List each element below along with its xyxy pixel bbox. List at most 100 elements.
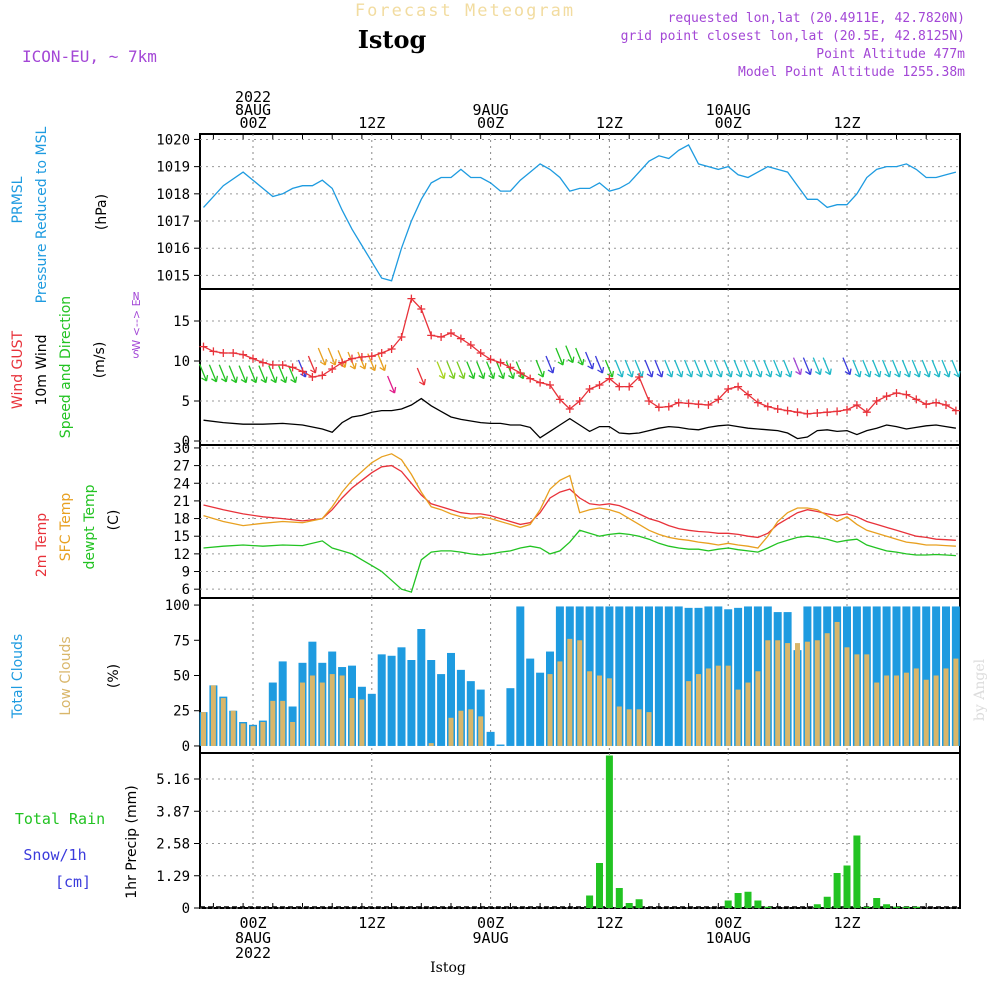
total-cloud-bar [674,606,683,746]
requested-coords: requested lon,lat (20.4911E, 42.7820N) [668,11,965,26]
wind-unit-label: (m/s) [92,342,108,379]
ytick-label-temperature: 30 [173,441,190,457]
total-cloud-bar [615,606,624,746]
gust-point [565,405,574,413]
low-cloud-bar [468,709,474,746]
gust-point [684,399,693,408]
top-time-label: 12Z [358,114,385,132]
gust-point [466,341,475,349]
gust-point [377,349,386,357]
total-cloud-bar [496,744,505,746]
low-cloud-bar [804,641,810,746]
model-label: ICON-EU, ~ 7km [22,47,157,66]
wind-arrow [792,357,803,376]
wind-arrow [535,359,545,378]
gust-point [516,369,525,377]
footer-location: Istog [430,960,466,976]
wind-arrow [812,357,822,376]
low-cloud-bar [844,647,850,746]
wind-arrow [565,345,575,364]
ytick-label-pressure: 1018 [156,187,190,203]
series-line-10m-wind [203,397,957,440]
top-time-label: 00Z [477,114,504,132]
low-cloud-bar [280,700,286,746]
grid-lines [200,134,960,909]
gust-point [674,398,683,407]
bottom-time-label: 12Z [833,914,860,932]
bottom-time-label: 12Z [358,914,385,932]
bottom-time-label: 10AUG [706,929,751,947]
low-cloud-bar [894,675,899,746]
temp-sfc-label: SFC Temp [58,493,74,562]
gust-point [486,355,495,364]
gust-point [635,373,644,381]
ytick-label-pressure: 1017 [156,214,190,230]
low-cloud-bar [854,654,860,746]
ytick-label-temperature: 27 [173,459,190,475]
ytick-label-temperature: 18 [173,512,190,528]
low-cloud-bar [785,643,791,746]
low-cloud-bar [260,722,266,746]
wind-arrow [377,353,387,372]
wind-arrow [218,364,228,383]
series-line-sfc-temp [203,453,956,549]
top-time-label: 2022 [235,88,271,106]
gust-point [951,406,960,415]
wind-arrow [683,359,694,378]
low-cloud-bar [775,640,781,746]
ytick-label-temperature: 24 [173,476,190,492]
rain-bar [615,888,623,908]
total-cloud-bar [605,606,614,746]
low-cloud-bar [874,682,880,746]
temp-dew-label: dewpt Temp [82,484,98,569]
gust-point [654,403,663,412]
ytick-label-temperature: 12 [173,547,190,563]
bottom-time-label: 00Z [477,914,504,932]
bottom-time-label: 9AUG [473,929,509,947]
wind-arrow [624,359,634,378]
wind-arrow [456,361,466,380]
wind-arrow [268,365,278,384]
gust-point [892,389,901,397]
low-cloud-bar [577,640,583,746]
low-cloud-bar [290,722,296,746]
low-cloud-bar [864,654,870,746]
total-cloud-bar [872,606,881,746]
low-cloud-bar [458,710,464,746]
wind-arrow [466,361,476,380]
total-cloud-bar [536,672,545,746]
chart-title: Forecast Meteogram [355,1,575,21]
gust-point [744,390,752,399]
ytick-label-wind: 0 [182,434,190,450]
ytick-label-temperature: 6 [182,582,190,598]
data-marks [198,144,961,908]
model-altitude: Model Point Altitude 1255.38m [738,65,965,80]
top-time-label: 8AUG [235,101,271,119]
wind-arrow [614,359,624,378]
rain-bar [902,906,910,908]
ytick-label-precip: 5.16 [156,772,190,788]
low-cloud-bar [567,638,573,746]
clouds-unit-label: (%) [106,664,122,688]
wind-gust-label: Wind GUST [10,330,26,409]
gust-point [922,400,931,409]
wind-arrow [664,359,674,378]
rain-bar [764,906,772,908]
gust-point [357,353,366,361]
total-cloud-bar [635,606,644,746]
rain-bar [734,893,742,908]
pressure-label-prmsl: PRMSL [10,176,26,223]
top-time-label: 10AUG [706,101,751,119]
gust-point [585,385,594,393]
wind-arrow [654,359,664,378]
rain-bar [625,903,633,908]
low-cloud-bar [715,665,721,746]
low-cloud-bar [705,668,711,746]
wind-arrow [802,357,813,376]
rain-bar [893,906,900,908]
ytick-label-precip: 1.29 [156,869,190,885]
wind-arrow [238,365,248,384]
point-altitude: Point Altitude 477m [816,47,965,62]
